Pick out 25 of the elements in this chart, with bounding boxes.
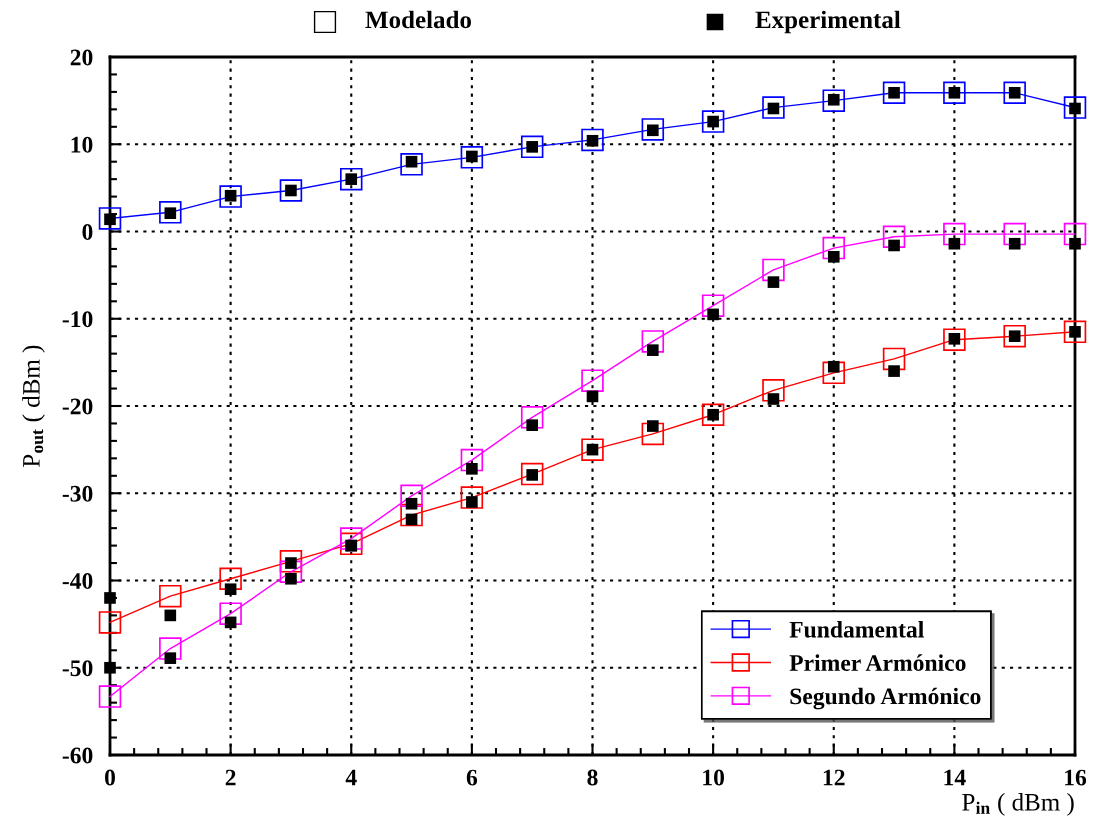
legend-label: Fundamental: [789, 621, 924, 638]
y-tick-label: -30: [62, 485, 93, 502]
x-tick-label: 10: [703, 769, 725, 786]
y-tick-label: -20: [62, 398, 93, 415]
y-tick-label: -40: [62, 572, 93, 589]
y-tick-label: -60: [62, 747, 93, 764]
x-axis-title: P$_{in}$ ( dBm ): [962, 793, 1074, 816]
legend-label: Segundo Armónico: [790, 687, 981, 710]
y-tick-label: 10: [71, 136, 93, 153]
x-tick-label: 6: [466, 769, 478, 786]
y-tick-label: -10: [62, 311, 93, 328]
x-tick-label: 8: [587, 769, 598, 786]
x-tick-label: 12: [823, 769, 845, 786]
text: Modelado: [365, 10, 471, 29]
x-tick-label: 2: [225, 769, 236, 786]
x-tick-label: 14: [944, 769, 966, 786]
x-tick-label: 0: [105, 769, 115, 786]
x-tick-label: 4: [345, 769, 357, 786]
y-tick-label: -50: [62, 660, 93, 677]
legend-label: Primer Armónico: [789, 654, 966, 671]
text: Experimental: [755, 10, 901, 34]
y-axis-title: P$_{out}$ ( dBm ): [22, 345, 45, 467]
y-tick-label: 0: [82, 223, 93, 240]
x-tick-label: 16: [1065, 769, 1087, 786]
y-tick-label: 20: [70, 49, 93, 66]
